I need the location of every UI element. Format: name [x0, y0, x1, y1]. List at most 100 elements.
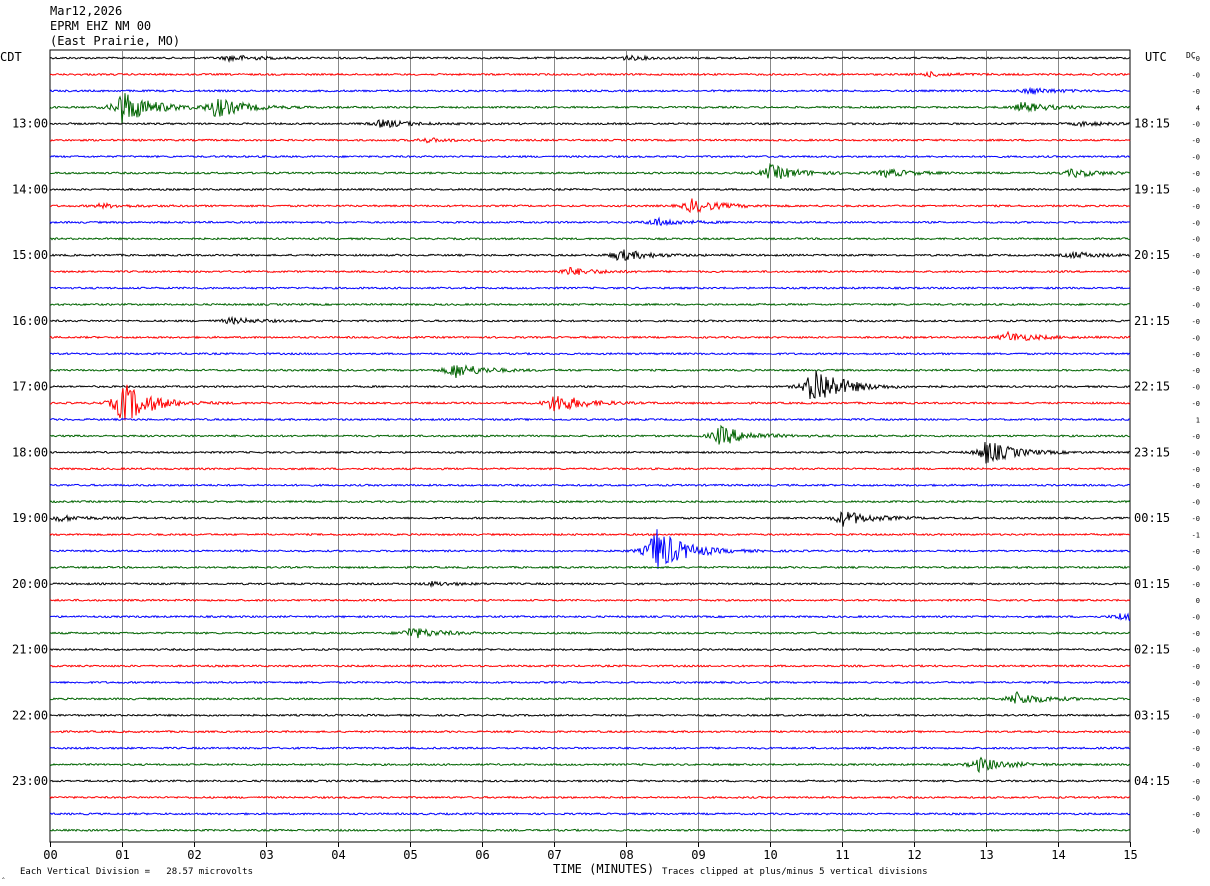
left-hour-label: 16:00	[12, 314, 48, 328]
x-tick-label: 07	[547, 848, 561, 862]
dc-offset-label: 1	[1196, 416, 1200, 424]
trace-line	[49, 580, 1131, 589]
trace-line	[49, 216, 1131, 227]
dc-offset-label: -0	[1192, 351, 1200, 359]
trace-line	[49, 266, 1131, 276]
dc-offset-label: -0	[1192, 679, 1200, 687]
trace-line	[49, 779, 1131, 783]
dc-offset-label: 0	[1196, 597, 1200, 605]
dc-offset-label: -0	[1192, 630, 1200, 638]
trace-line	[49, 713, 1131, 718]
right-hour-label: 04:15	[1134, 774, 1170, 788]
trace-line	[49, 162, 1131, 179]
trace-line	[49, 746, 1131, 750]
dc-offset-label: -0	[1192, 548, 1200, 556]
x-tick-label: 12	[907, 848, 921, 862]
trace-line	[49, 691, 1131, 704]
trace-line	[49, 680, 1131, 685]
trace-line	[49, 315, 1131, 326]
right-hour-label: 20:15	[1134, 248, 1170, 262]
trace-line	[49, 627, 1131, 639]
x-tick-label: 00	[43, 848, 57, 862]
x-tick-label: 06	[475, 848, 489, 862]
x-axis-title: TIME (MINUTES)	[553, 862, 655, 876]
trace-line	[49, 828, 1131, 833]
trace-line	[49, 664, 1131, 668]
trace-line	[49, 351, 1131, 356]
dc-offset-label: -0	[1192, 794, 1200, 802]
dc-offset-label: -0	[1192, 55, 1200, 63]
dc-offset-label: -0	[1192, 154, 1200, 162]
dc-offset-label: -0	[1192, 121, 1200, 129]
trace-line	[49, 417, 1131, 422]
dc-offset-label: -0	[1192, 301, 1200, 309]
dc-offset-label: -1	[1192, 532, 1200, 540]
dc-offset-label: -0	[1192, 367, 1200, 375]
trace-line	[49, 598, 1131, 602]
right-hour-label: 03:15	[1134, 708, 1170, 722]
dc-offset-label: -0	[1192, 729, 1200, 737]
trace-line	[49, 532, 1131, 537]
left-hour-label: 17:00	[12, 380, 48, 394]
left-hour-label: 20:00	[12, 577, 48, 591]
dc-offset-label: -0	[1192, 466, 1200, 474]
trace-line	[49, 483, 1131, 488]
right-hour-label: 02:15	[1134, 643, 1170, 657]
left-hour-label: 21:00	[12, 643, 48, 657]
trace-line	[49, 795, 1131, 800]
plot-frame	[49, 49, 1131, 843]
trace-line	[49, 499, 1131, 504]
trace-line	[49, 119, 1131, 128]
trace-line	[49, 511, 1131, 527]
dc-offset-label: -0	[1192, 137, 1200, 145]
dc-offset-label: -0	[1192, 827, 1200, 835]
trace-line	[49, 154, 1131, 159]
dc-offset-label: -0	[1192, 515, 1200, 523]
left-hour-label: 18:00	[12, 445, 48, 459]
left-hour-label: 23:00	[12, 774, 48, 788]
dc-offset-label: -0	[1192, 663, 1200, 671]
trace-line	[49, 236, 1131, 241]
corner-mark: ‸	[2, 870, 5, 879]
trace-line	[49, 612, 1131, 622]
x-tick-label: 11	[835, 848, 849, 862]
x-tick-label: 04	[331, 848, 345, 862]
right-hour-label: 23:15	[1134, 445, 1170, 459]
left-hour-label: 22:00	[12, 708, 48, 722]
trace-line	[49, 330, 1131, 342]
trace-line	[49, 364, 1131, 378]
left-hour-label: 13:00	[12, 117, 48, 131]
right-hour-label: 00:15	[1134, 511, 1170, 525]
x-tick-label: 08	[619, 848, 633, 862]
dc-offset-label: -0	[1192, 433, 1200, 441]
trace-line	[49, 286, 1131, 290]
trace-line	[49, 756, 1131, 774]
dc-offset-label: -0	[1192, 384, 1200, 392]
x-tick-label: 03	[259, 848, 273, 862]
left-hour-label: 19:00	[12, 511, 48, 525]
trace-line	[49, 86, 1131, 96]
trace-line	[49, 441, 1131, 464]
trace-line	[49, 70, 1131, 78]
dc-offset-label: -0	[1192, 482, 1200, 490]
dc-offset-label: 4	[1196, 104, 1200, 112]
right-hour-label: 18:15	[1134, 117, 1170, 131]
right-hour-label: 01:15	[1134, 577, 1170, 591]
dc-offset-label: -0	[1192, 499, 1200, 507]
dc-offset-label: -0	[1192, 203, 1200, 211]
trace-line	[49, 198, 1131, 214]
scale-note: Each Vertical Division = 28.57 microvolt…	[20, 867, 253, 877]
trace-line	[49, 647, 1131, 652]
right-hour-label: 22:15	[1134, 380, 1170, 394]
x-tick-label: 15	[1123, 848, 1137, 862]
dc-offset-label: -0	[1192, 219, 1200, 227]
trace-line	[49, 729, 1131, 734]
x-tick-label: 14	[1051, 848, 1065, 862]
dc-offset-label: -0	[1192, 811, 1200, 819]
trace-line	[49, 384, 1131, 421]
dc-offset-label: -0	[1192, 269, 1200, 277]
left-timezone-label: CDT	[0, 50, 22, 64]
clip-note: Traces clipped at plus/minus 5 vertical …	[662, 867, 928, 877]
dc-offset-label: -0	[1192, 71, 1200, 79]
